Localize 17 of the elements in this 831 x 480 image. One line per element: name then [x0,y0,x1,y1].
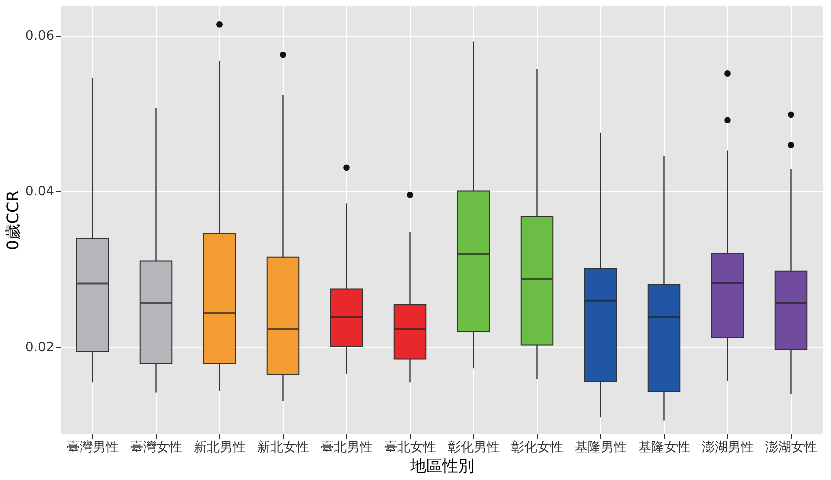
y-tick-label: 0.06 [26,29,54,44]
y-tick-label: 0.04 [26,184,54,200]
x-tick-label: 彰化女性 [511,440,564,456]
x-tick-label: 新北男性 [194,440,246,456]
y-tick-label: 0.02 [26,340,54,356]
x-tick-label: 臺灣女性 [130,440,182,456]
x-axis-title: 地區性別 [410,456,474,476]
y-axis-title: 0歲CCR [4,190,23,250]
x-tick-label: 澎湖女性 [765,440,818,456]
x-tick-label: 彰化男性 [448,440,500,456]
x-tick-label: 臺灣男性 [66,440,119,456]
x-tick-label: 澎湖男性 [702,440,754,456]
x-tick-label: 新北女性 [257,440,310,456]
x-tick-label: 臺北男性 [320,440,373,456]
x-tick-label: 臺北女性 [384,440,436,456]
x-tick-label: 基隆女性 [638,440,690,456]
x-tick-label: 基隆男性 [574,440,627,456]
